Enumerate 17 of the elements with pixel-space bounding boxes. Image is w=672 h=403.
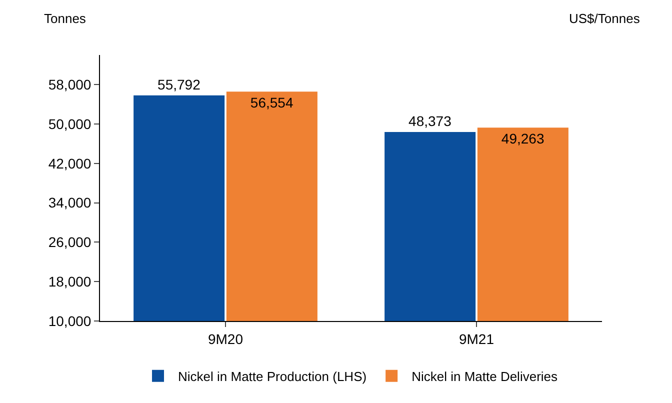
y-tick-label: 18,000 [48, 273, 92, 290]
y2-axis-title: US$/Tonnes [569, 11, 640, 26]
y-tick-label: 50,000 [48, 116, 92, 132]
x-tick-label: 9M21 [458, 330, 494, 347]
y-axis-title: Tonnes [44, 11, 86, 26]
y-tick-label: 10,000 [48, 312, 92, 329]
y-tick-label: 58,000 [48, 76, 92, 92]
y-tick-label: 26,000 [48, 234, 92, 250]
legend-label: Nickel in Matte Deliveries [412, 368, 558, 384]
data-label: 55,792 [158, 76, 201, 92]
data-label: 49,263 [501, 130, 544, 147]
x-tick-label: 9M20 [208, 330, 244, 347]
y-tick-label: 42,000 [48, 155, 92, 172]
data-label: 56,554 [250, 94, 294, 111]
y-tick-label: 34,000 [48, 194, 92, 211]
legend-label: Nickel in Matte Production (LHS) [178, 368, 367, 384]
data-label: 48,373 [408, 112, 452, 129]
